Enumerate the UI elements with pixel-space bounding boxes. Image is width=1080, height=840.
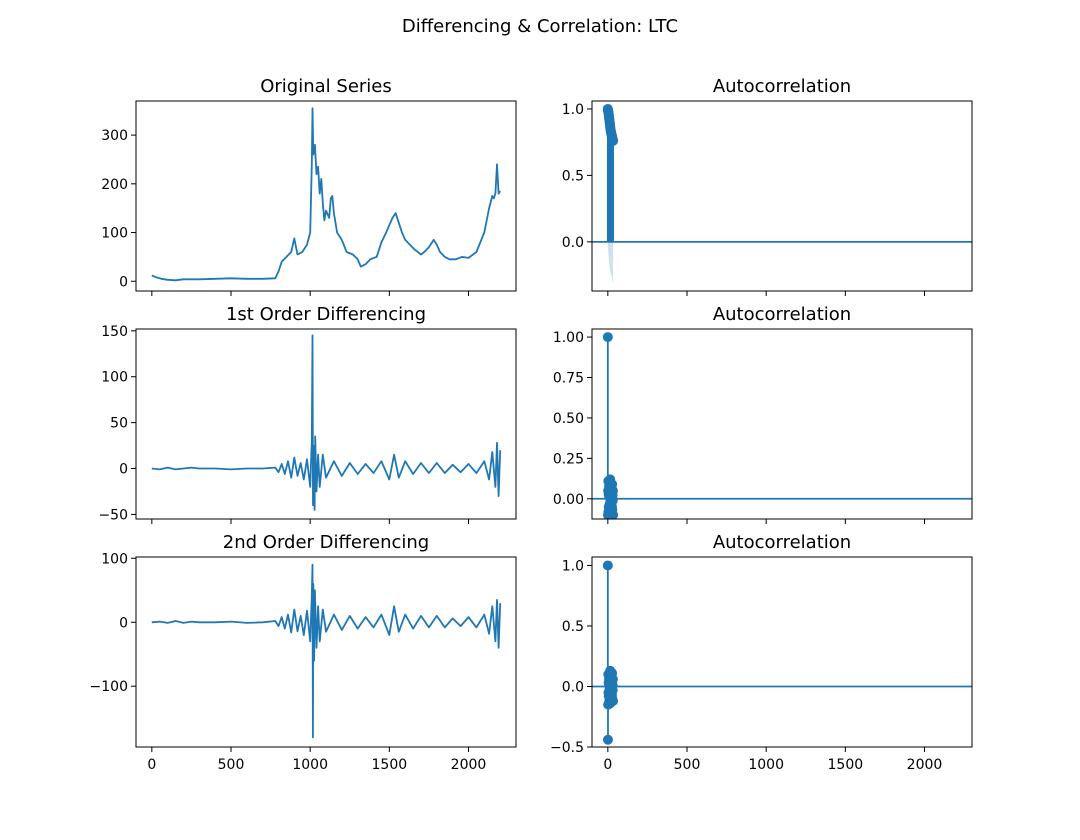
axes-frame bbox=[135, 328, 517, 520]
x-tick-label: 0 bbox=[147, 757, 156, 773]
subplot-2: Autocorrelation 0.0 0.5 1.0 bbox=[562, 76, 973, 296]
acf-marker bbox=[607, 674, 618, 685]
y-tick-label: 0 bbox=[119, 462, 128, 478]
acf-marker bbox=[607, 485, 618, 496]
plot-area bbox=[592, 560, 972, 745]
y-tick-label: 300 bbox=[101, 128, 128, 144]
y-tick-label: 100 bbox=[101, 551, 128, 567]
x-tick-label: 1000 bbox=[748, 757, 784, 773]
y-tick-label: 200 bbox=[101, 177, 128, 193]
subplot-title: Original Series bbox=[260, 76, 392, 97]
x-tick-label: 0 bbox=[603, 757, 612, 773]
subplot-title: 2nd Order Differencing bbox=[223, 532, 429, 553]
y-tick-label: 0.25 bbox=[553, 451, 584, 467]
y-tick-label: −50 bbox=[98, 507, 128, 523]
y-tick-label: −100 bbox=[90, 679, 128, 695]
x-tick-label: 1000 bbox=[292, 757, 328, 773]
plot-area bbox=[151, 334, 502, 511]
x-tick-label: 500 bbox=[674, 757, 701, 773]
y-tick-label: 0.5 bbox=[562, 168, 584, 184]
x-tick-label: 1500 bbox=[828, 757, 864, 773]
plot-area bbox=[151, 107, 501, 282]
plot-area bbox=[592, 332, 972, 519]
acf-marker bbox=[602, 734, 613, 745]
acf-marker bbox=[608, 509, 619, 519]
x-tick-label: 2000 bbox=[907, 757, 943, 773]
axes-frame bbox=[135, 556, 517, 748]
subplot-4: Autocorrelation 0.00 0.25 0.50 0.75 1.00 bbox=[553, 304, 973, 524]
acf-marker bbox=[608, 135, 619, 146]
y-tick-label: 0.00 bbox=[553, 492, 584, 508]
figure-title: Differencing & Correlation: LTC bbox=[402, 16, 678, 37]
subplot-1: Original Series 0 100 200 300 bbox=[101, 76, 517, 296]
subplot-title: Autocorrelation bbox=[713, 76, 851, 97]
acf-marker bbox=[608, 696, 619, 707]
series-line bbox=[151, 334, 502, 511]
y-tick-label: 0 bbox=[119, 274, 128, 290]
y-tick-label: 0.0 bbox=[562, 235, 584, 251]
y-tick-label: 1.00 bbox=[553, 330, 584, 346]
y-tick-label: 0.50 bbox=[553, 411, 584, 427]
y-tick-label: 100 bbox=[101, 370, 128, 386]
subplot-title: Autocorrelation bbox=[713, 304, 851, 325]
y-tick-label: 1.0 bbox=[562, 102, 584, 118]
subplot-title: Autocorrelation bbox=[713, 532, 851, 553]
series-line bbox=[151, 563, 502, 739]
subplot-3: 1st Order Differencing −50 0 50 100 150 bbox=[98, 304, 517, 524]
y-tick-label: 0.5 bbox=[562, 619, 584, 635]
axes-frame bbox=[591, 100, 973, 292]
acf-marker bbox=[602, 332, 613, 343]
x-tick-label: 1500 bbox=[372, 757, 408, 773]
y-tick-label: 0.75 bbox=[553, 371, 584, 387]
subplot-title: 1st Order Differencing bbox=[226, 304, 426, 325]
y-tick-label: 100 bbox=[101, 226, 128, 242]
x-tick-label: 500 bbox=[218, 757, 245, 773]
y-tick-label: 1.0 bbox=[562, 558, 584, 574]
axes-frame bbox=[135, 100, 517, 292]
axes-frame bbox=[591, 328, 973, 520]
axes-frame bbox=[591, 556, 973, 748]
y-tick-label: 50 bbox=[110, 416, 128, 432]
y-tick-label: 0.0 bbox=[562, 679, 584, 695]
subplots: Original Series 0 100 200 300 Autocorrelation… bbox=[90, 76, 973, 773]
y-tick-label: 150 bbox=[101, 324, 128, 340]
plot-area bbox=[151, 563, 502, 739]
series-line bbox=[151, 107, 501, 282]
y-tick-label: 0 bbox=[119, 615, 128, 631]
plot-area bbox=[592, 103, 972, 283]
x-tick-label: 2000 bbox=[451, 757, 487, 773]
y-tick-label: −0.5 bbox=[550, 740, 584, 756]
subplot-6: Autocorrelation −0.5 0.0 0.5 1.0 0 500 1000 1500… bbox=[550, 532, 973, 773]
acf-marker bbox=[602, 560, 613, 571]
